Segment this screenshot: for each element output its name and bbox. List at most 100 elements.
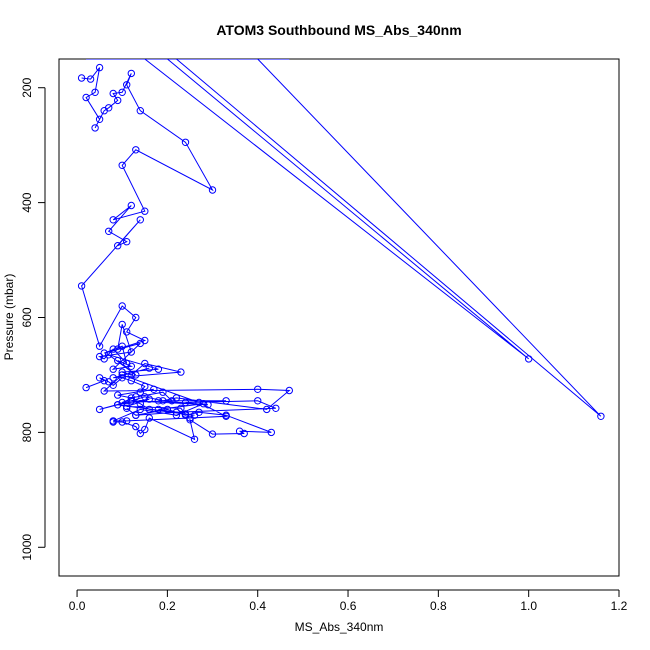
data-point [181, 398, 190, 407]
data-point [285, 386, 293, 395]
chart-title: ATOM3 Southbound MS_Abs_340nm [216, 22, 461, 38]
x-axis: 0.0 0.2 0.4 0.6 0.8 1.0 1.2 [69, 589, 628, 613]
x-tick-label: 0.2 [159, 599, 176, 613]
data-point [123, 328, 131, 336]
plot-frame [58, 58, 620, 577]
x-axis-label: MS_Abs_340nm [295, 620, 384, 634]
data-point [95, 405, 104, 414]
data-point [91, 124, 99, 132]
data-point [263, 405, 271, 414]
data-point [150, 385, 158, 393]
series-line [81, 67, 214, 379]
series-line [86, 59, 602, 417]
data-point [77, 74, 86, 82]
data-point [95, 352, 104, 361]
y-tick-label: 1000 [20, 534, 34, 561]
data-point [141, 207, 149, 215]
data-point [141, 425, 149, 434]
data-point [118, 320, 126, 329]
data-point [82, 93, 90, 102]
data-point [181, 411, 190, 419]
x-tick-label: 0.6 [340, 599, 357, 613]
data-point [145, 364, 154, 372]
data-point [100, 387, 108, 395]
data-point [190, 435, 199, 443]
data-point [114, 401, 122, 409]
data-point [95, 374, 104, 382]
data-point [127, 348, 136, 356]
y-axis-label: Pressure (mbar) [2, 274, 16, 361]
data-point [105, 378, 113, 386]
data-point [204, 401, 212, 409]
data-point [114, 391, 122, 399]
data-point [159, 388, 167, 396]
data-point [118, 342, 126, 350]
data-point [199, 400, 208, 408]
data-point [127, 362, 136, 370]
data-point [154, 365, 163, 373]
data-point [114, 96, 122, 105]
data-point [100, 355, 108, 363]
data-point [208, 186, 217, 194]
data-point [132, 313, 140, 322]
data-point [141, 382, 149, 391]
data-point [105, 351, 113, 359]
data-point [114, 242, 122, 250]
data-point [118, 88, 126, 97]
y-tick-label: 600 [20, 307, 34, 327]
data-point [91, 88, 99, 97]
data-point [145, 395, 154, 403]
data-point [109, 418, 117, 426]
data-point [95, 63, 104, 72]
data-point [109, 381, 117, 389]
data-point [118, 418, 126, 426]
data-point [77, 282, 86, 290]
data-point [82, 383, 90, 392]
data-point [109, 365, 117, 373]
data-point [177, 368, 185, 376]
data-point [254, 397, 262, 405]
data-point [154, 405, 163, 414]
data-point [86, 75, 95, 83]
data-point [127, 397, 136, 405]
x-tick-label: 0.4 [249, 599, 266, 613]
data-point [163, 405, 172, 414]
data-point [132, 146, 140, 154]
y-tick-label: 800 [20, 422, 34, 442]
data-point [123, 238, 131, 246]
data-point [105, 227, 113, 236]
x-tick-label: 0.8 [430, 599, 447, 613]
data-point [195, 398, 203, 407]
y-axis: 200 400 600 800 1000 [20, 77, 46, 561]
data-point [177, 404, 185, 412]
data-point [127, 394, 136, 402]
data-point [109, 216, 117, 224]
data-point [145, 414, 154, 422]
data-point [132, 422, 140, 431]
y-tick-label: 400 [20, 192, 34, 212]
data-point [141, 359, 149, 368]
data-point [95, 342, 104, 350]
series-line [113, 408, 272, 441]
data-point [186, 416, 194, 424]
data-point [118, 302, 126, 310]
data-point [118, 161, 126, 170]
data-point [136, 405, 145, 414]
data-point [235, 427, 244, 435]
data-point [222, 411, 230, 419]
plot-area [77, 59, 605, 443]
data-point [208, 430, 217, 438]
data-point [127, 69, 136, 78]
data-point [222, 397, 230, 405]
series-line [85, 374, 291, 422]
data-point [127, 377, 136, 385]
data-point [123, 404, 131, 412]
y-tick-label: 200 [20, 77, 34, 97]
data-point [118, 371, 126, 379]
data-point [195, 408, 203, 416]
data-point [136, 216, 145, 224]
data-point [136, 107, 145, 115]
data-point [132, 393, 140, 401]
data-point [109, 374, 117, 382]
data-point [109, 89, 117, 98]
